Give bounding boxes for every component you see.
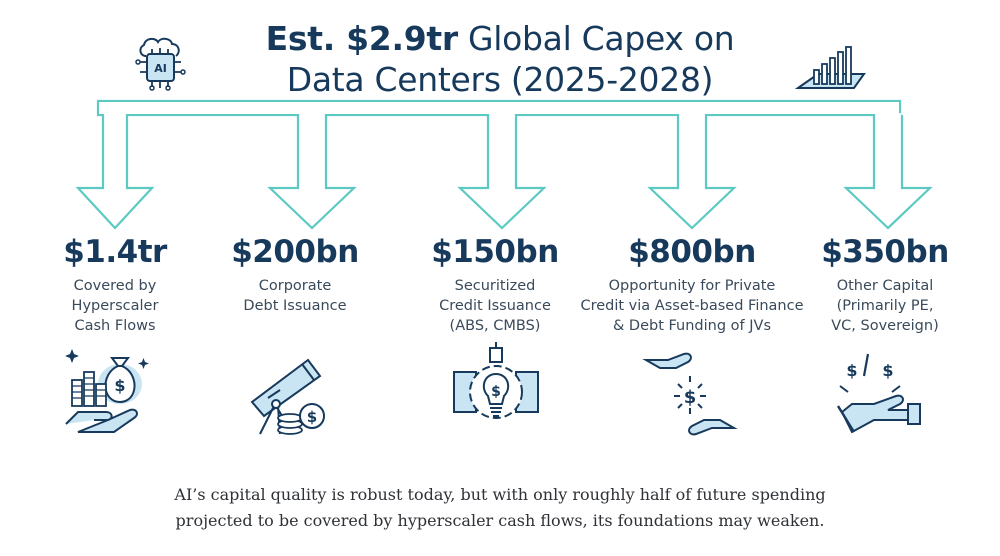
arrow-2 (267, 115, 357, 230)
column-5: $350bn Other Capital (Primarily PE, VC, … (775, 232, 995, 336)
svg-text:$: $ (684, 387, 697, 408)
title-rest: Global Capex on (457, 19, 735, 58)
hands-dollar-icon: $ (642, 352, 738, 436)
lightbulb-gear-icon: $ (453, 342, 539, 419)
description: Opportunity for Private Credit via Asset… (580, 278, 804, 334)
description: Securitized Credit Issuance (ABS, CMBS) (439, 278, 551, 334)
arrow-5 (843, 115, 933, 230)
amount: $150bn (431, 234, 559, 270)
title-line2: Data Centers (2025-2028) (286, 60, 714, 99)
description: Corporate Debt Issuance (243, 278, 347, 314)
svg-text:$: $ (491, 384, 501, 400)
column-4: $800bn Opportunity for Private Credit vi… (574, 232, 810, 336)
ai-chip-icon: AI (135, 37, 186, 91)
page-title: Est. $2.9tr Global Capex on Data Centers… (230, 18, 770, 100)
svg-text:$: $ (114, 376, 125, 395)
money-bag-hand-icon: $ (65, 349, 149, 433)
flow-arrows (75, 99, 933, 230)
column-1: $1.4tr Covered by Hyperscaler Cash Flows (5, 232, 225, 336)
column-2: $200bn Corporate Debt Issuance (185, 232, 405, 316)
bar-growth-icon (794, 46, 866, 89)
amount: $200bn (231, 234, 359, 270)
svg-text:$: $ (307, 408, 317, 426)
svg-text:$: $ (882, 361, 893, 380)
telescope-coins-icon: $ (250, 358, 325, 435)
arrow-3 (457, 115, 547, 230)
arrow-4 (647, 115, 737, 230)
description: Covered by Hyperscaler Cash Flows (71, 278, 159, 334)
hand-dollars-icon: $ $ (836, 353, 921, 434)
caption: AI’s capital quality is robust today, bu… (174, 485, 826, 530)
amount: $1.4tr (63, 234, 167, 270)
amount: $800bn (628, 234, 756, 270)
svg-text:$: $ (846, 361, 857, 380)
arrow-1 (75, 115, 155, 230)
svg-text:AI: AI (154, 62, 167, 75)
amount: $350bn (821, 234, 949, 270)
title-bold: Est. $2.9tr (265, 19, 458, 58)
description: Other Capital (Primarily PE, VC, Soverei… (831, 278, 939, 334)
column-3: $150bn Securitized Credit Issuance (ABS,… (385, 232, 605, 336)
